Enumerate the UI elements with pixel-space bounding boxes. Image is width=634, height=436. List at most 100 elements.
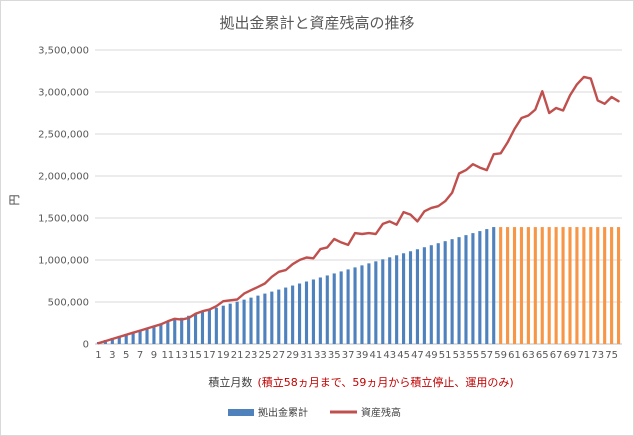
- bar-contribution-35: [332, 273, 336, 344]
- x-tick-label: 65: [536, 350, 549, 361]
- bar-contribution-63: [526, 227, 530, 344]
- x-tick-label: 5: [123, 350, 129, 361]
- bar-contribution-27: [277, 289, 281, 344]
- bar-contribution-62: [519, 227, 524, 344]
- bar-contribution-52: [450, 239, 454, 344]
- bar-contribution-32: [311, 279, 315, 344]
- x-tick-label: 33: [314, 350, 327, 361]
- x-tick-label: 23: [245, 350, 258, 361]
- x-tick-label: 45: [397, 350, 410, 361]
- bar-contribution-59: [499, 227, 503, 344]
- bar-contribution-36: [339, 271, 343, 344]
- bar-contribution-17: [207, 309, 211, 344]
- x-tick-label: 37: [342, 350, 355, 361]
- bar-contribution-49: [429, 245, 433, 344]
- x-tick-label: 9: [151, 350, 157, 361]
- bar-contribution-69: [568, 227, 572, 344]
- bar-contribution-51: [443, 241, 447, 344]
- bar-contribution-44: [395, 255, 399, 344]
- bar-contribution-71: [582, 227, 586, 344]
- bar-contribution-5: [124, 333, 128, 344]
- y-axis-title: 円: [8, 195, 21, 206]
- y-tick-label: 3,500,000: [38, 46, 89, 57]
- bar-contribution-42: [381, 259, 385, 344]
- y-tick-label: 2,000,000: [38, 172, 89, 183]
- y-tick-label: 0: [83, 340, 89, 351]
- x-tick-label: 27: [272, 350, 285, 361]
- x-tick-label: 1: [95, 350, 101, 361]
- bar-contribution-46: [408, 251, 413, 344]
- bar-contribution-54: [464, 235, 468, 344]
- bar-contribution-7: [138, 329, 142, 344]
- x-tick-label: 53: [453, 350, 466, 361]
- bar-contribution-22: [242, 299, 246, 344]
- legend-label-balance: 資産残高: [361, 406, 401, 419]
- x-tick-label: 71: [577, 350, 590, 361]
- bar-contribution-45: [402, 253, 406, 344]
- bar-contribution-29: [291, 285, 295, 344]
- bar-contribution-40: [367, 263, 371, 344]
- x-tick-label: 17: [203, 350, 216, 361]
- bar-contribution-21: [235, 301, 239, 344]
- bar-contribution-57: [485, 229, 489, 344]
- x-tick-label: 57: [480, 350, 493, 361]
- bar-contribution-50: [436, 243, 440, 344]
- bar-contribution-68: [561, 227, 565, 344]
- bar-contribution-72: [589, 227, 593, 344]
- bar-contribution-65: [540, 227, 544, 344]
- y-tick-label: 1,500,000: [38, 214, 89, 225]
- x-tick-label: 35: [328, 350, 341, 361]
- bar-contribution-34: [325, 275, 329, 344]
- x-axis-title: 積立月数 (積立58ヵ月まで、59ヵ月から積立停止、運用のみ): [208, 371, 513, 390]
- line-series: [97, 75, 620, 345]
- x-tick-label: 19: [217, 350, 230, 361]
- bar-contribution-20: [228, 303, 232, 344]
- bar-contribution-58: [492, 227, 496, 344]
- bar-contribution-16: [200, 311, 205, 344]
- x-tick-label: 25: [259, 350, 272, 361]
- bar-contribution-60: [506, 227, 510, 344]
- line-balance: [97, 75, 620, 345]
- bar-contribution-8: [145, 327, 149, 344]
- legend-label-contribution: 拠出金累計: [258, 406, 308, 419]
- y-tick-label: 3,000,000: [38, 88, 89, 99]
- bar-contribution-70: [575, 227, 579, 344]
- bar-contribution-55: [471, 233, 475, 344]
- x-axis-title-main: 積立月数: [208, 375, 252, 389]
- bar-contribution-33: [318, 277, 322, 344]
- bar-contribution-43: [388, 257, 392, 344]
- bar-contribution-41: [374, 261, 378, 344]
- bar-contribution-28: [284, 287, 288, 344]
- bar-contribution-37: [346, 269, 350, 344]
- x-tick-label: 59: [494, 350, 507, 361]
- bar-contribution-53: [457, 237, 461, 344]
- x-tick-label: 39: [356, 350, 369, 361]
- y-tick-label: 1,000,000: [38, 256, 89, 267]
- bar-contribution-30: [297, 283, 302, 344]
- bar-contribution-12: [173, 319, 177, 344]
- bar-contribution-56: [478, 231, 482, 344]
- bar-contribution-26: [270, 291, 274, 344]
- bar-contribution-66: [547, 227, 551, 344]
- y-tick-label: 500,000: [48, 298, 89, 309]
- bar-contribution-74: [603, 227, 607, 344]
- x-tick-label: 3: [109, 350, 115, 361]
- x-tick-label: 51: [439, 350, 452, 361]
- x-tick-label: 15: [189, 350, 202, 361]
- bar-contribution-47: [415, 249, 420, 344]
- bar-contribution-6: [131, 331, 135, 344]
- bar-contribution-39: [360, 265, 364, 344]
- bar-contribution-64: [533, 227, 537, 344]
- x-tick-label: 55: [467, 350, 480, 361]
- legend-swatch-contribution: [228, 409, 254, 416]
- bar-contribution-19: [221, 305, 225, 344]
- bar-contribution-18: [214, 307, 218, 344]
- bar-contribution-38: [353, 267, 357, 344]
- x-tick-label: 75: [605, 350, 618, 361]
- bar-contribution-67: [554, 227, 558, 344]
- chart-title: 拠出金累計と資産残高の推移: [219, 14, 414, 32]
- x-tick-label: 13: [175, 350, 188, 361]
- x-tick-label: 41: [369, 350, 382, 361]
- bar-contribution-48: [422, 247, 426, 344]
